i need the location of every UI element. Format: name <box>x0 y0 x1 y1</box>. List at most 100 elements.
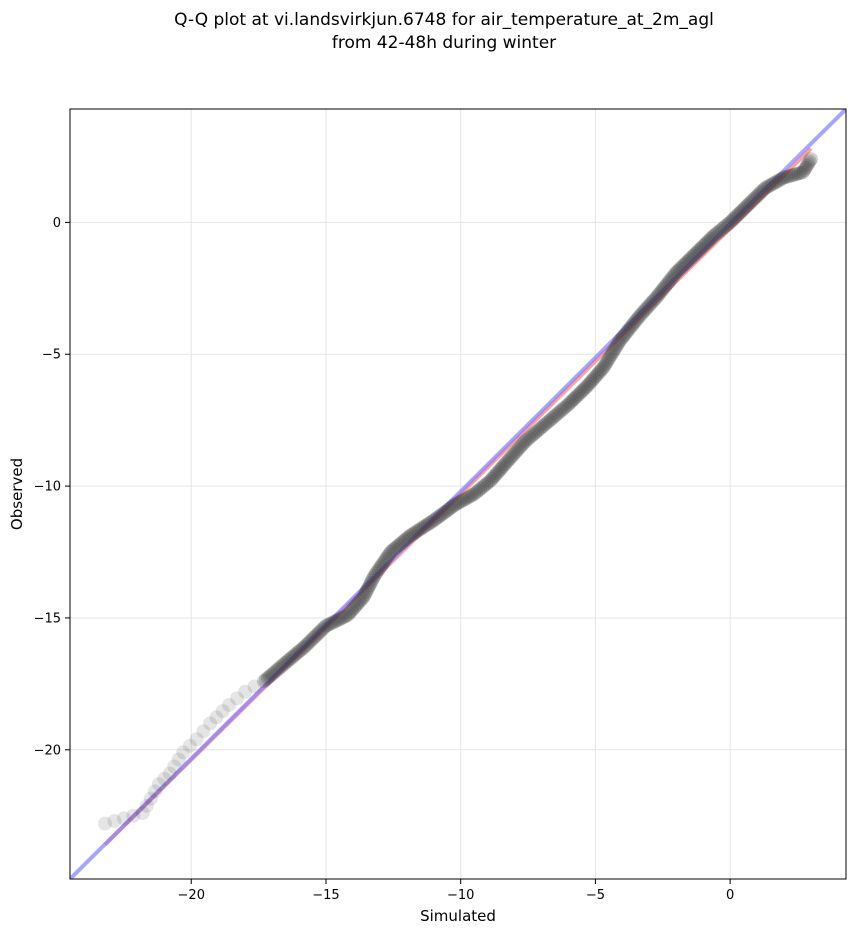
quantile-point <box>593 364 608 379</box>
quantile-point <box>361 580 376 595</box>
quantile-point <box>462 489 477 504</box>
quantile-point <box>270 662 285 677</box>
quantile-point <box>301 636 316 651</box>
quantile-point <box>576 382 591 397</box>
quantile-point <box>444 500 459 515</box>
quantile-point <box>689 245 704 260</box>
quantile-point <box>442 501 457 516</box>
quantile-point <box>742 196 756 211</box>
quantile-point <box>323 616 338 631</box>
quantile-point <box>708 226 723 241</box>
y-tick-label: −20 <box>34 743 61 758</box>
quantile-point <box>604 347 619 362</box>
quantile-point <box>728 210 743 225</box>
quantile-point <box>738 200 753 215</box>
quantile-point <box>360 582 375 597</box>
x-axis-label: Simulated <box>420 907 496 925</box>
reference-line <box>70 109 846 879</box>
quantile-point <box>446 498 461 513</box>
quantile-point <box>799 158 814 173</box>
quantile-point <box>535 419 550 434</box>
y-tick-label: −10 <box>34 480 61 495</box>
quantile-point <box>284 651 299 666</box>
quantile-point <box>391 538 406 553</box>
quantile-point <box>623 320 638 335</box>
quantile-point <box>387 541 402 556</box>
quantile-point <box>679 255 694 270</box>
quantile-point <box>591 365 606 380</box>
quantile-point <box>412 522 427 537</box>
quantile-point <box>327 614 342 629</box>
quantile-point <box>686 248 701 263</box>
quantile-point <box>566 392 581 407</box>
quantile-point <box>684 250 699 265</box>
y-tick-label: −15 <box>34 611 61 626</box>
quantile-point <box>597 358 612 373</box>
quantile-point <box>135 806 150 821</box>
quantile-point <box>481 475 496 490</box>
quantile-point <box>366 571 381 586</box>
quantile-point <box>553 404 568 419</box>
quantile-point <box>353 593 368 608</box>
quantile-point <box>658 279 673 294</box>
quantile-point <box>325 615 340 630</box>
quantile-point <box>518 434 533 449</box>
quantile-point <box>541 414 556 429</box>
quantile-point <box>736 201 751 216</box>
quantile-point <box>501 453 516 468</box>
x-tick-label: −5 <box>586 888 605 903</box>
quantile-point <box>750 188 765 203</box>
quantile-point <box>740 198 755 213</box>
quantile-point <box>588 369 603 384</box>
quantile-point <box>440 503 455 518</box>
quantile-point <box>511 441 526 456</box>
quantile-point <box>516 436 531 451</box>
quantile-point <box>215 704 230 719</box>
quantile-point <box>522 430 537 445</box>
quantile-point <box>605 345 620 360</box>
quantile-point <box>666 269 681 284</box>
quantile-point <box>803 152 818 167</box>
quantile-point <box>293 643 308 658</box>
quantile-point <box>756 182 771 197</box>
quantile-point <box>402 529 417 544</box>
quantile-point <box>571 387 586 402</box>
quantile-point <box>629 312 644 327</box>
quantile-point <box>383 545 398 560</box>
quantile-point <box>570 388 585 403</box>
quantile-point <box>770 174 785 189</box>
quantile-point <box>266 665 281 680</box>
quantile-point <box>483 473 498 488</box>
quantile-point <box>420 517 435 532</box>
quantile-point <box>418 518 433 533</box>
quantile-point <box>274 659 289 674</box>
quantile-point <box>694 240 709 255</box>
quantile-point <box>705 230 720 245</box>
quantile-point <box>681 253 696 268</box>
quantile-point <box>426 513 441 528</box>
quantile-point <box>520 432 535 447</box>
quantile-point <box>618 326 633 341</box>
quantile-point <box>762 178 777 193</box>
quantile-point <box>672 262 687 277</box>
quantile-point <box>625 318 640 333</box>
quantile-point <box>502 451 517 466</box>
quantile-point <box>626 316 641 331</box>
quantile-point <box>701 233 716 248</box>
quantile-point <box>147 784 162 799</box>
quantile-point <box>688 247 703 262</box>
quantile-point <box>539 415 554 430</box>
quantile-point <box>126 808 141 823</box>
chart-title-line-1: Q-Q plot at vi.landsvirkjun.6748 for air… <box>174 10 714 30</box>
quantile-point <box>348 599 363 614</box>
quantile-point <box>230 691 245 706</box>
data-points <box>98 152 818 831</box>
quantile-point <box>723 215 738 230</box>
quantile-point <box>645 294 660 309</box>
x-tick-label: −10 <box>447 888 474 903</box>
quantile-point <box>674 260 689 275</box>
quantile-point <box>590 367 605 382</box>
quantile-point <box>638 302 653 317</box>
quantile-point <box>374 557 389 572</box>
